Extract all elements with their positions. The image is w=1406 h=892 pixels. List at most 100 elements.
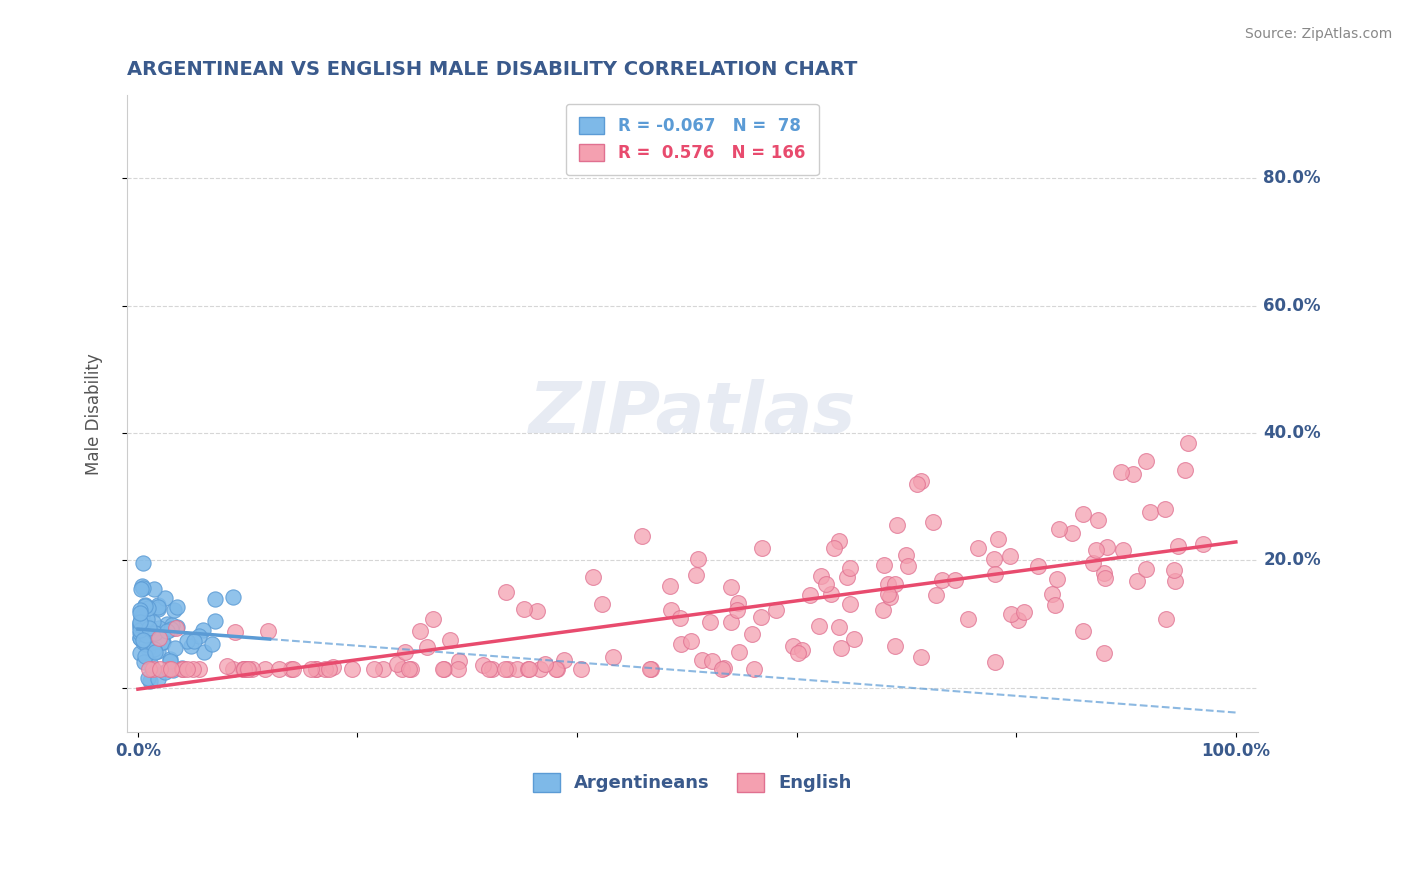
Point <box>155 624 177 638</box>
Point <box>156 617 179 632</box>
Point <box>146 643 169 657</box>
Point <box>141 626 163 640</box>
Point <box>129 606 152 620</box>
Point <box>884 639 907 653</box>
Point <box>873 558 896 573</box>
Point <box>983 656 1005 670</box>
Point <box>129 582 152 597</box>
Point <box>201 637 224 651</box>
Point <box>671 637 693 651</box>
Point <box>839 560 862 574</box>
Point <box>160 618 183 632</box>
Point <box>283 662 305 676</box>
Point <box>363 662 385 676</box>
Point <box>679 634 702 648</box>
Point <box>808 619 831 633</box>
Point <box>481 662 503 676</box>
Point <box>131 556 153 570</box>
Point <box>591 597 613 611</box>
Point <box>134 617 156 632</box>
Point <box>233 662 256 676</box>
Point <box>742 662 765 676</box>
Point <box>142 635 165 649</box>
Point <box>1167 539 1189 553</box>
Point <box>159 662 181 676</box>
Point <box>787 646 810 660</box>
Point <box>546 662 568 676</box>
Point <box>478 662 501 676</box>
Point <box>877 587 900 601</box>
Point <box>131 631 153 645</box>
Point <box>640 662 662 676</box>
Point <box>422 611 444 625</box>
Point <box>131 609 153 624</box>
Point <box>1045 572 1067 586</box>
Point <box>790 643 813 657</box>
Point <box>318 662 340 676</box>
Point <box>166 599 188 614</box>
Legend: Argentineans, English: Argentineans, English <box>526 766 859 799</box>
Point <box>765 602 787 616</box>
Point <box>630 529 652 543</box>
Point <box>401 662 423 676</box>
Point <box>232 662 254 676</box>
Point <box>129 603 152 617</box>
Point <box>139 658 162 673</box>
Point <box>134 599 156 613</box>
Point <box>269 662 291 676</box>
Point <box>872 603 894 617</box>
Point <box>299 662 322 676</box>
Point <box>814 577 837 591</box>
Point <box>180 639 202 653</box>
Point <box>823 541 845 556</box>
Text: ARGENTINEAN VS ENGLISH MALE DISABILITY CORRELATION CHART: ARGENTINEAN VS ENGLISH MALE DISABILITY C… <box>127 60 858 78</box>
Point <box>837 570 859 584</box>
Point <box>148 621 170 635</box>
Point <box>129 623 152 637</box>
Point <box>1000 607 1022 621</box>
Point <box>1043 598 1066 612</box>
Point <box>129 625 152 640</box>
Point <box>1122 467 1144 481</box>
Point <box>905 477 928 491</box>
Point <box>222 590 245 604</box>
Point <box>129 617 152 632</box>
Point <box>910 474 932 488</box>
Point <box>1153 502 1175 516</box>
Point <box>132 581 155 595</box>
Point <box>1071 624 1094 638</box>
Point <box>159 654 181 668</box>
Point <box>398 662 420 676</box>
Point <box>129 626 152 640</box>
Point <box>129 619 152 633</box>
Point <box>134 599 156 613</box>
Point <box>159 623 181 637</box>
Point <box>181 662 204 676</box>
Point <box>391 662 413 676</box>
Point <box>157 662 180 676</box>
Point <box>1094 571 1116 585</box>
Point <box>129 615 152 630</box>
Point <box>685 567 707 582</box>
Point <box>131 579 153 593</box>
Text: 0.0%: 0.0% <box>115 742 160 760</box>
Point <box>711 662 734 676</box>
Text: 80.0%: 80.0% <box>1263 169 1320 187</box>
Point <box>658 579 681 593</box>
Point <box>1112 543 1135 558</box>
Point <box>204 615 226 629</box>
Point <box>877 577 900 591</box>
Point <box>136 600 159 615</box>
Point <box>304 662 326 676</box>
Point <box>162 664 184 678</box>
Text: 60.0%: 60.0% <box>1263 296 1320 315</box>
Point <box>280 662 302 676</box>
Point <box>256 624 278 639</box>
Point <box>669 610 692 624</box>
Text: 40.0%: 40.0% <box>1263 424 1320 442</box>
Point <box>146 672 169 686</box>
Point <box>494 662 516 676</box>
Point <box>193 645 215 659</box>
Point <box>138 621 160 635</box>
Point <box>170 661 193 675</box>
